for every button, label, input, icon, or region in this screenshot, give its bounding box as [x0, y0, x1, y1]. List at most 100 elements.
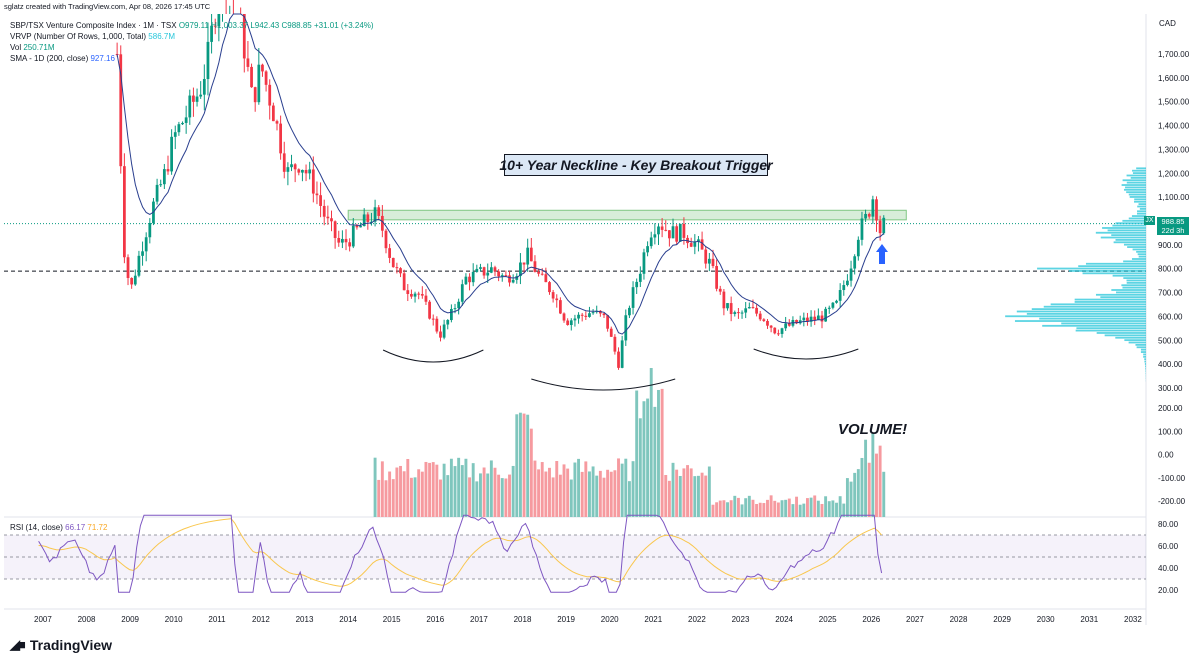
volume-bar [762, 503, 766, 517]
candle-body [362, 214, 366, 227]
candle-body [177, 124, 181, 133]
candle-body [468, 276, 471, 283]
candle-body [428, 301, 431, 319]
legend-rsi[interactable]: RSI (14, close) 66.17 71.72 [10, 522, 107, 533]
volume-bar [464, 458, 468, 517]
vrvp-bar [1116, 291, 1146, 294]
candle-body [119, 54, 123, 167]
legend-vrvp[interactable]: VRVP (Number Of Rows, 1,000, Total) 586.… [10, 31, 175, 42]
volume-bar [395, 467, 399, 517]
candle-body [871, 199, 875, 217]
volume-bar [776, 502, 780, 517]
candle-body [242, 14, 246, 59]
candle-body [486, 272, 490, 276]
volume-bar [468, 477, 472, 517]
legend-sma[interactable]: SMA - 1D (200, close) 927.16 [10, 53, 115, 64]
candle-body [806, 317, 809, 322]
price-tick-label: 900.00 [1158, 241, 1183, 250]
currency-label[interactable]: CAD [1159, 19, 1176, 28]
breakout-arrow-icon [876, 244, 888, 264]
volume-bar [624, 458, 628, 517]
candle-body [264, 71, 268, 85]
last-price-badge: 988.85 [1157, 217, 1189, 226]
candle-body [493, 267, 497, 272]
symbol-name[interactable]: SBP/TSX Venture Composite Index · 1M · T… [10, 21, 177, 30]
neckline-annotation: 10+ Year Neckline - Key Breakout Trigger [499, 154, 773, 176]
volume-bar [584, 461, 588, 517]
vrvp-bar [1126, 174, 1146, 177]
volume-bar [537, 469, 541, 517]
candle-body [399, 268, 402, 274]
volume-bar [853, 472, 857, 517]
rsi-label: RSI (14, close) [10, 523, 63, 532]
vrvp-bar [1123, 188, 1146, 191]
vrvp-bar [1132, 169, 1146, 172]
vrvp-bar [1130, 176, 1146, 179]
vrvp-bar [1123, 243, 1146, 246]
rsi-value: 66.17 [65, 523, 86, 532]
vrvp-bar [1144, 358, 1146, 361]
volume-bar [558, 474, 562, 517]
vrvp-bar [1122, 219, 1146, 222]
volume-bar [816, 500, 820, 517]
candle-body [773, 327, 777, 334]
price-tick-label: 700.00 [1158, 289, 1183, 298]
candle-body [373, 207, 377, 222]
candle-body [715, 265, 719, 289]
volume-bar [613, 470, 617, 517]
volume-bar [664, 475, 668, 517]
volume-bar [678, 475, 682, 517]
volume-bar [609, 471, 613, 517]
candle-body [130, 277, 134, 285]
candle-body [580, 314, 584, 316]
year-tick-label: 2014 [339, 615, 357, 624]
candle-body [282, 153, 286, 172]
volume-bar [798, 504, 802, 517]
candle-body [722, 291, 726, 309]
year-tick-label: 2023 [732, 615, 750, 624]
candle-body [533, 261, 537, 272]
candle-body [479, 267, 482, 269]
volume-bar [751, 499, 755, 517]
volume-bar [820, 503, 824, 517]
candle-body [831, 302, 835, 308]
volume-bar [660, 388, 664, 517]
volume-bar [653, 406, 657, 517]
legend-vol[interactable]: Vol 250.71M [10, 42, 55, 53]
year-tick-label: 2015 [383, 615, 401, 624]
candle-body [638, 273, 642, 282]
candle-body [417, 293, 421, 295]
vrvp-bar [1061, 322, 1146, 325]
vrvp-bar [1126, 281, 1146, 284]
vrvp-bar [1121, 184, 1146, 186]
vrvp-bar [1076, 327, 1146, 330]
candle-body [464, 276, 468, 285]
vrvp-bar [1068, 270, 1146, 272]
volume-bar [555, 461, 559, 517]
change-value: +31.01 (+3.24%) [313, 21, 374, 30]
vrvp-bar [1140, 351, 1146, 353]
volume-bar [704, 475, 708, 517]
candle-body [624, 315, 628, 341]
candle-body [420, 294, 424, 296]
volume-bar [675, 469, 679, 517]
vrvp-bar [1134, 198, 1146, 201]
candle-body [711, 258, 715, 266]
vrvp-bar [1137, 253, 1146, 256]
candle-body [482, 267, 486, 276]
tradingview-logo[interactable]: ◢■ TradingView [10, 637, 112, 653]
candle-body [838, 290, 842, 301]
volume-bar [780, 500, 784, 517]
volume-bar [635, 390, 639, 517]
price-tick-label: 1,100.00 [1158, 193, 1190, 202]
year-tick-label: 2012 [252, 615, 270, 624]
candle-body [668, 230, 671, 239]
volume-bar [439, 479, 442, 517]
close-value: C988.85 [281, 21, 312, 30]
volume-bar [697, 475, 700, 517]
year-tick-label: 2030 [1037, 615, 1055, 624]
candle-body [849, 268, 853, 281]
volume-bar [657, 389, 660, 517]
candle-body [471, 271, 475, 283]
volume-bar [548, 467, 551, 517]
